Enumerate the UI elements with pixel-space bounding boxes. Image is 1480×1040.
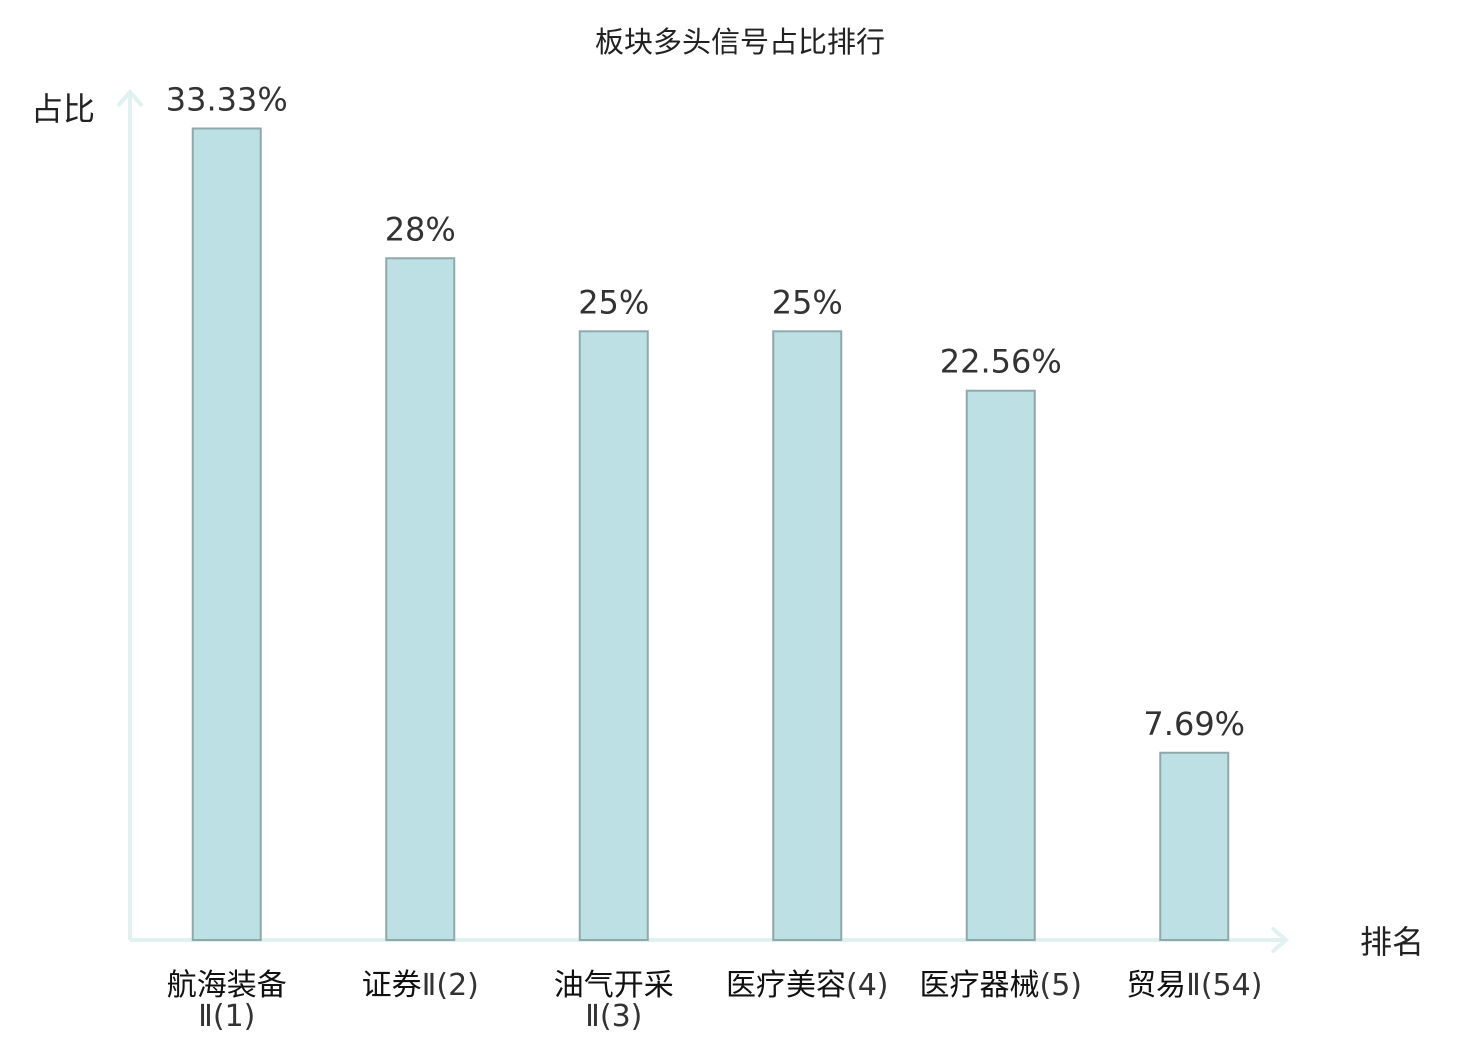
bar-series bbox=[191, 127, 1230, 942]
x-tick-label-name: 证券 bbox=[362, 968, 422, 1003]
x-axis-title: 排名 bbox=[1360, 923, 1424, 961]
x-tick-label-4: 医疗美容(4) bbox=[726, 968, 889, 1003]
x-tick-label-rank: (4) bbox=[846, 968, 889, 1003]
y-axis-arrowhead bbox=[116, 88, 144, 108]
x-tick-label-rank: Ⅱ(54) bbox=[1186, 968, 1262, 1003]
data-labels: 33.33% 28% 25% 25% 22.56% 7.69% bbox=[166, 80, 1245, 742]
x-tick-label-6: 贸易Ⅱ(54) bbox=[1126, 968, 1262, 1003]
bar-1 bbox=[191, 127, 262, 942]
x-tick-label-rank: Ⅱ(2) bbox=[422, 968, 479, 1003]
data-label-1: 33.33% bbox=[166, 80, 288, 118]
x-tick-label-3: 油气开采 Ⅱ(3) bbox=[554, 968, 674, 1034]
x-axis-arrowhead bbox=[1270, 926, 1290, 954]
bar-5 bbox=[965, 389, 1036, 941]
x-tick-label-name: 贸易 bbox=[1126, 968, 1186, 1003]
x-tick-label-1: 航海装备 Ⅱ(1) bbox=[167, 968, 287, 1034]
x-tick-label-rank: Ⅱ(3) bbox=[585, 999, 642, 1034]
data-label-3: 25% bbox=[578, 283, 649, 321]
x-tick-labels: 航海装备 Ⅱ(1)证券Ⅱ(2) 油气开采 Ⅱ(3)医疗美容(4) 医疗器械(5) 贸易Ⅱ(… bbox=[167, 968, 1263, 1034]
x-axis bbox=[130, 926, 1290, 954]
x-tick-label-2: 证券Ⅱ(2) bbox=[362, 968, 479, 1003]
data-label-6: 7.69% bbox=[1143, 705, 1245, 743]
x-tick-label-rank: Ⅱ(1) bbox=[198, 999, 255, 1034]
chart-title: 板块多头信号占比排行 bbox=[595, 25, 885, 59]
x-tick-label-rank: (5) bbox=[1040, 968, 1083, 1003]
x-tick-label-name: 油气开采 bbox=[554, 968, 674, 1003]
bar-2 bbox=[385, 257, 456, 941]
data-label-2: 28% bbox=[385, 210, 456, 248]
y-axis-title: 占比 bbox=[31, 90, 95, 128]
x-tick-label-name: 医疗美容 bbox=[726, 968, 846, 1003]
bar-3 bbox=[578, 330, 649, 942]
x-tick-label-5: 医疗器械(5) bbox=[920, 968, 1083, 1003]
bar-4 bbox=[772, 330, 843, 942]
x-tick-label-name: 航海装备 bbox=[167, 968, 287, 1003]
y-axis bbox=[116, 88, 144, 940]
data-label-4: 25% bbox=[772, 283, 843, 321]
bar-6 bbox=[1159, 751, 1230, 941]
x-tick-label-name: 医疗器械 bbox=[920, 968, 1040, 1003]
data-label-5: 22.56% bbox=[940, 343, 1062, 381]
